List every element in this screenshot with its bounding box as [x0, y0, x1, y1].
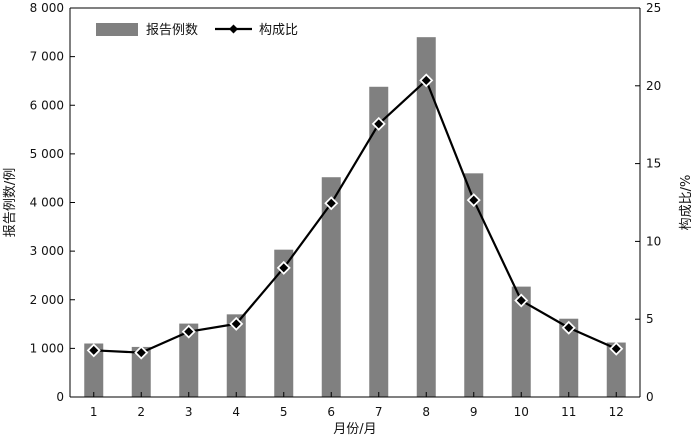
bar-4 [226, 314, 246, 397]
x-tick-label: 9 [470, 405, 478, 419]
x-tick-label: 2 [137, 405, 145, 419]
bar-1 [84, 343, 104, 397]
x-tick-label: 5 [280, 405, 288, 419]
left-tick-label: 8 000 [30, 1, 64, 15]
line-point-1 [89, 345, 99, 355]
right-tick-label: 25 [646, 1, 661, 15]
left-tick-label: 2 000 [30, 293, 64, 307]
bar-6 [321, 177, 341, 397]
x-tick-label: 10 [514, 405, 529, 419]
left-tick-label: 4 000 [30, 196, 64, 210]
line-series-path [93, 79, 617, 354]
line-point-2 [136, 348, 146, 358]
bars-layer [84, 37, 626, 398]
x-tick-label: 8 [422, 405, 430, 419]
legend-line-label: 构成比 [259, 23, 298, 38]
x-axis-title: 月份/月 [333, 422, 376, 437]
legend: 报告例数 构成比 [96, 23, 298, 38]
line-point-6 [326, 198, 336, 208]
legend-bar-swatch [96, 23, 138, 36]
left-tick-label: 5 000 [30, 147, 64, 161]
x-tick-label: 11 [561, 405, 576, 419]
bar-5 [274, 249, 294, 397]
axes-layer [69, 7, 641, 398]
bar-7 [369, 86, 389, 398]
bar-10 [511, 286, 531, 397]
left-tick-label: 1 000 [30, 341, 64, 355]
right-axis-title: 构成比/% [679, 175, 694, 231]
ticks-layer: 0 1 000 2 000 3 000 4 000 5 000 6 000 7 000 8 00… [30, 1, 662, 419]
x-tick-label: 12 [609, 405, 624, 419]
left-axis-title: 报告例数/例 [3, 168, 18, 237]
right-tick-label: 5 [646, 312, 654, 326]
left-tick-label: 3 000 [30, 244, 64, 258]
x-tick-label: 7 [375, 405, 383, 419]
bar-8 [416, 37, 436, 398]
x-tick-label: 4 [232, 405, 240, 419]
left-tick-label: 0 [56, 390, 64, 404]
legend-line-marker [229, 24, 238, 34]
line-point-5 [279, 263, 289, 273]
bar-11 [559, 318, 579, 397]
line-point-9 [469, 195, 479, 205]
line-point-11 [564, 323, 574, 333]
right-tick-label: 10 [646, 234, 661, 248]
line-point-7 [374, 119, 384, 129]
legend-bar-label: 报告例数 [146, 23, 198, 38]
x-tick-label: 3 [185, 405, 193, 419]
line-point-10 [516, 296, 526, 306]
bar-12 [606, 342, 626, 397]
line-point-3 [184, 327, 194, 337]
right-tick-label: 0 [646, 390, 654, 404]
left-tick-label: 6 000 [30, 98, 64, 112]
line-point-12 [611, 344, 621, 354]
bar-2 [131, 346, 151, 397]
line-layer [86, 73, 624, 360]
x-tick-label: 1 [90, 405, 98, 419]
bar-9 [464, 173, 484, 397]
left-tick-label: 7 000 [30, 50, 64, 64]
right-tick-label: 20 [646, 79, 661, 93]
bar-3 [179, 323, 199, 397]
right-tick-label: 15 [646, 157, 661, 171]
line-point-8 [421, 75, 431, 85]
line-point-4 [231, 319, 241, 329]
x-tick-label: 6 [327, 405, 335, 419]
